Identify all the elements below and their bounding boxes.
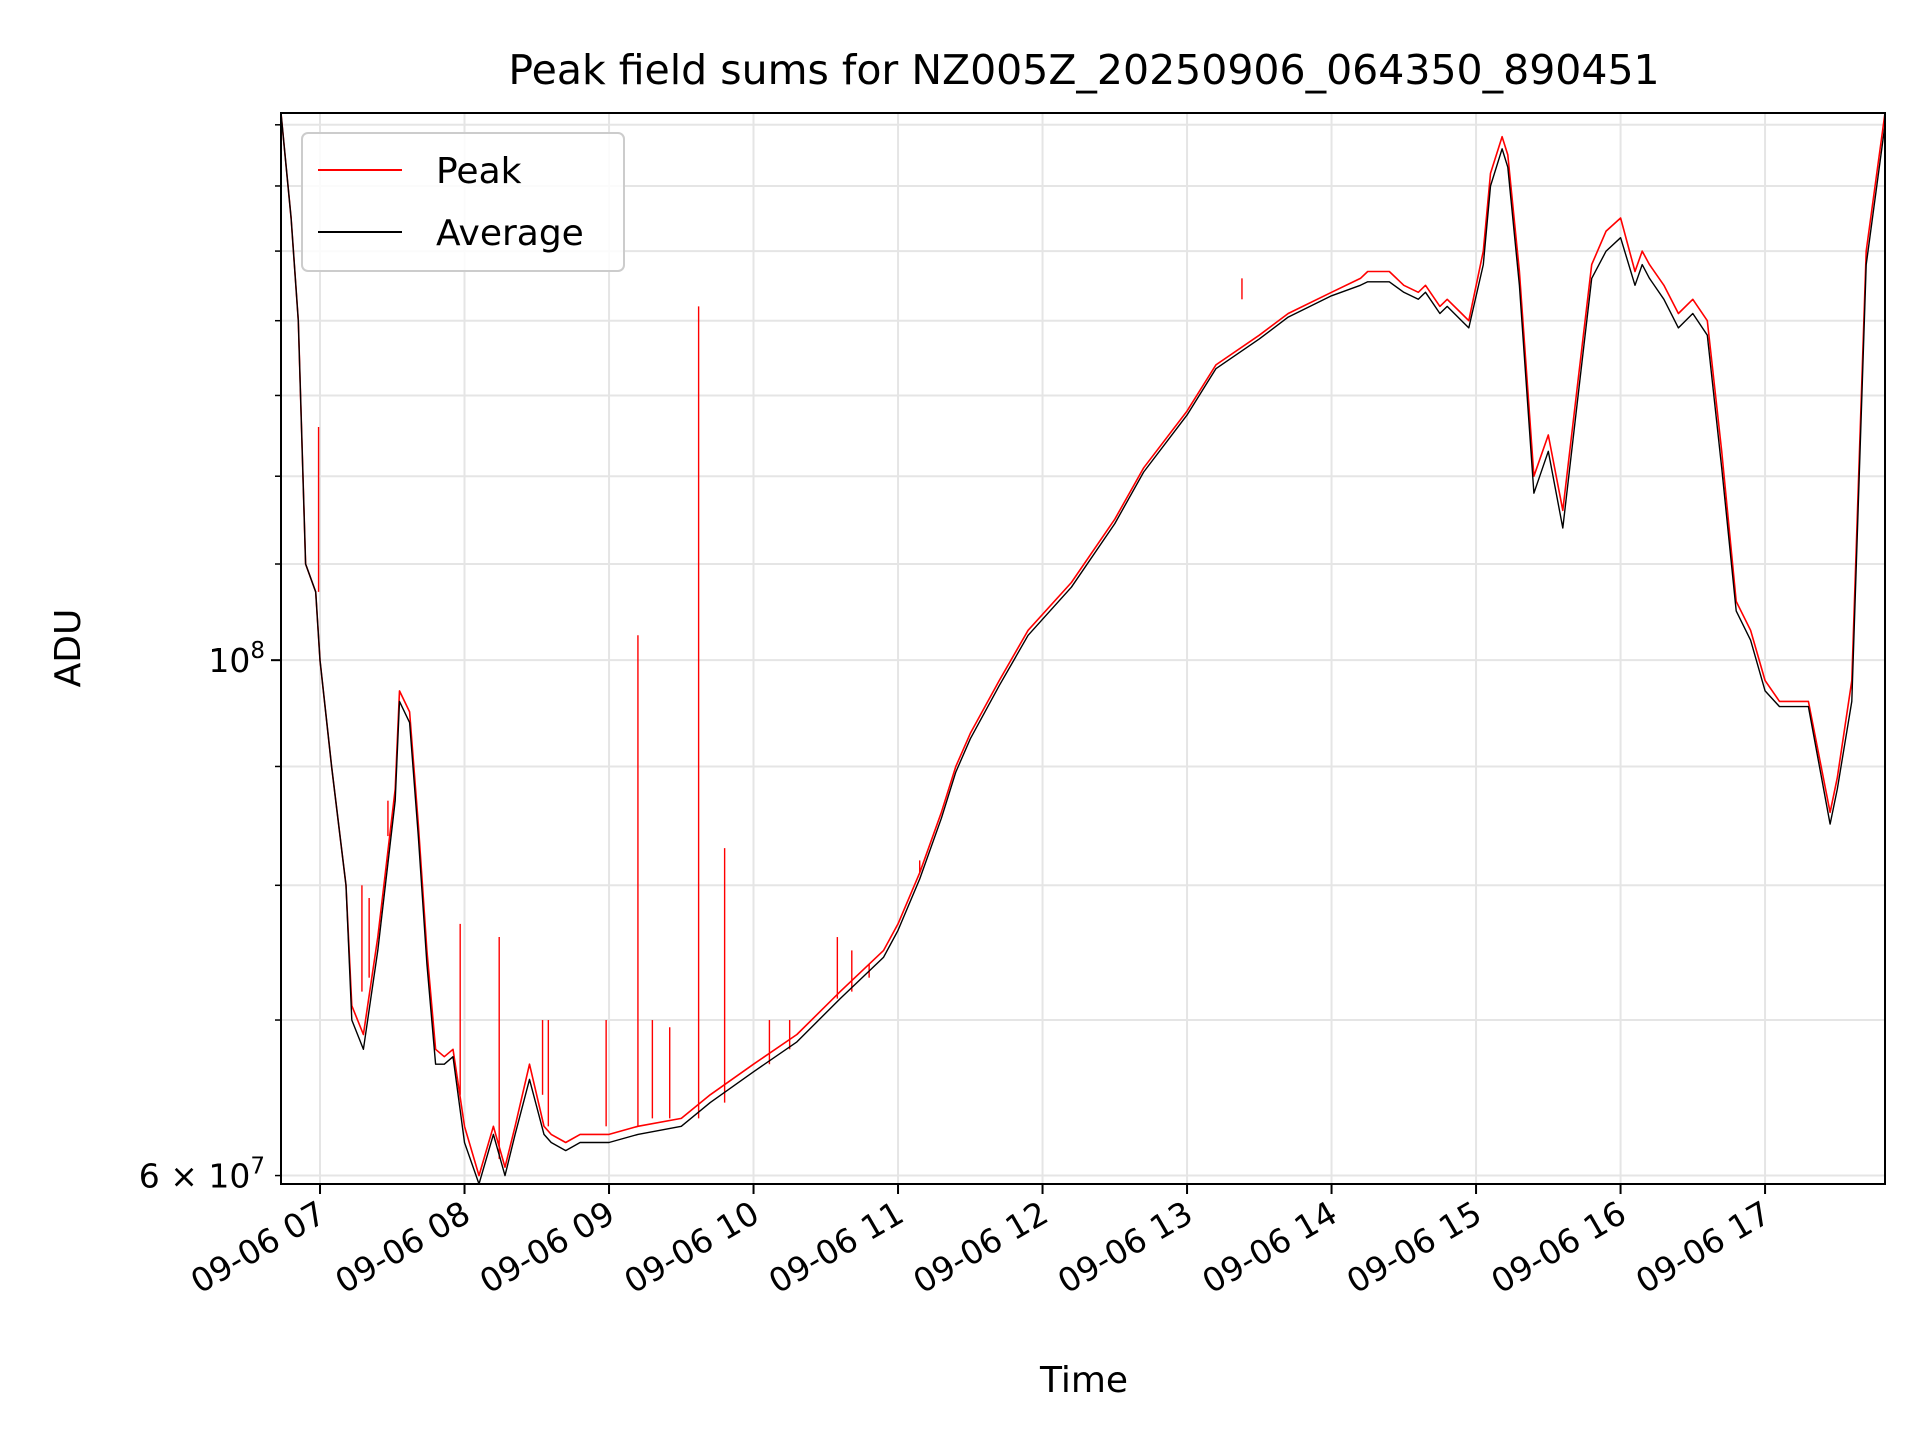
grid-lines: [281, 113, 1885, 1184]
x-axis-label: Time: [1039, 1360, 1128, 1401]
plot-background: [281, 113, 1885, 1184]
y-tick-label: 6 × 107: [139, 1154, 265, 1196]
series-line-average: [281, 113, 1885, 1184]
series-line-peak: [281, 113, 1885, 1177]
y-tick-label: 108: [208, 638, 265, 680]
legend-box: [301, 132, 625, 272]
legend: Peak Average: [301, 132, 625, 272]
y-axis-label: ADU: [48, 609, 89, 688]
chart-title: Peak field sums for NZ005Z_20250906_0643…: [508, 46, 1659, 94]
plot-area: [280, 112, 1886, 1185]
plot-frame: [280, 112, 1886, 1185]
legend-label: Average: [436, 213, 584, 254]
y-axis: 108 6 × 107: [139, 124, 281, 1196]
legend-label: Peak: [436, 151, 522, 192]
series-layer: [281, 113, 1885, 1184]
